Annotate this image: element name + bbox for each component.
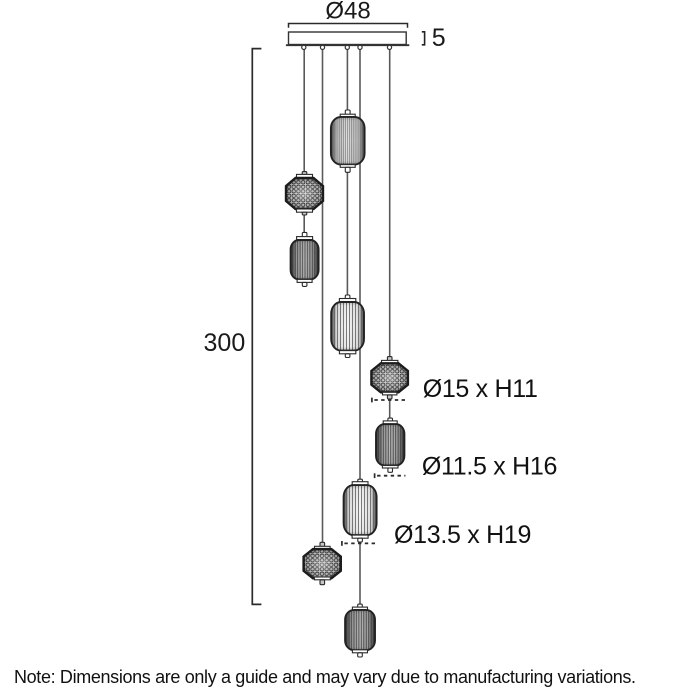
- svg-text:Ø13.5 x H19: Ø13.5 x H19: [394, 521, 531, 549]
- svg-text:300: 300: [204, 329, 246, 357]
- svg-text:Ø11.5 x H16: Ø11.5 x H16: [422, 452, 557, 480]
- svg-text:Ø48: Ø48: [325, 0, 370, 25]
- svg-text:5: 5: [432, 24, 446, 52]
- svg-text:Note: Dimensions are only a gu: Note: Dimensions are only a guide and ma…: [14, 667, 636, 687]
- svg-text:Ø15 x H11: Ø15 x H11: [423, 375, 538, 403]
